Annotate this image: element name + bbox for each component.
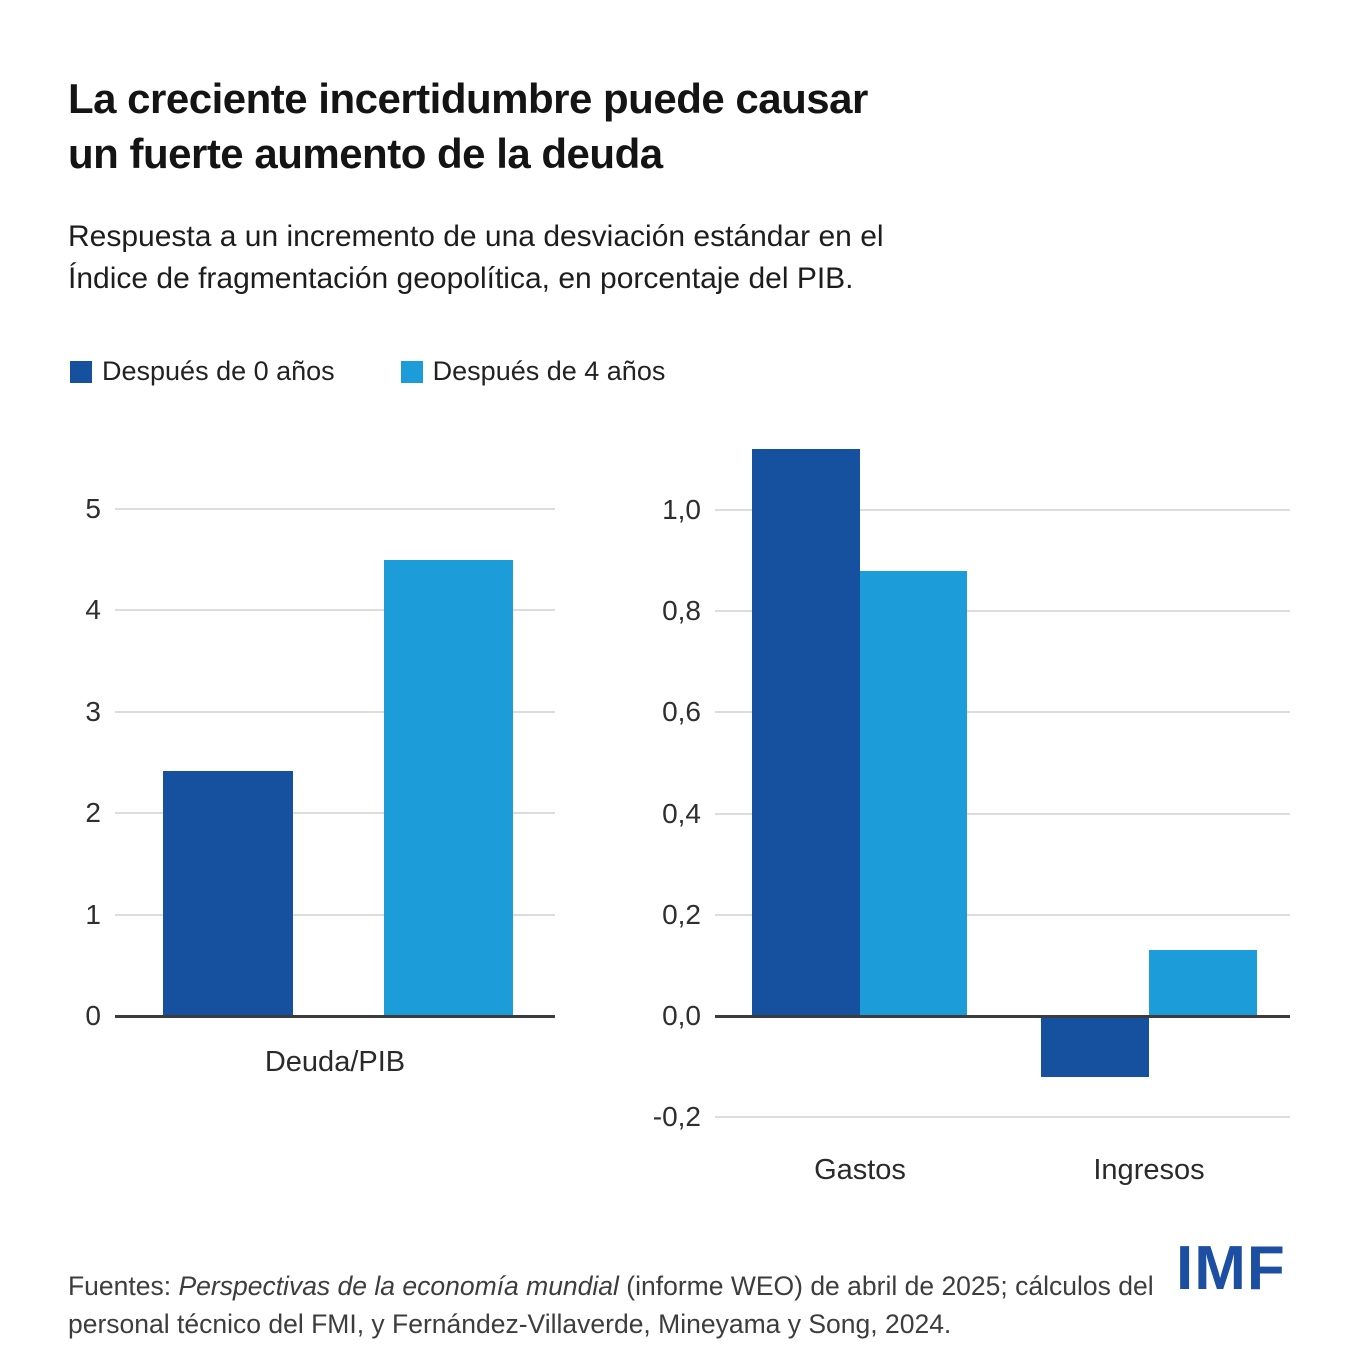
y-gridline	[115, 508, 555, 510]
zero-axis-line	[115, 1015, 555, 1018]
legend-item-after-4-years: Después de 4 años	[400, 356, 666, 387]
source-note-rest: (informe WEO) de abril de 2025; cálculos…	[68, 1270, 1154, 1339]
y-gridline	[115, 609, 555, 612]
bar-despues-4-anos	[860, 570, 967, 1016]
y-tick-label: 4	[85, 594, 101, 626]
y-gridline	[715, 509, 1290, 511]
zero-axis-line	[715, 1015, 1290, 1018]
chart-gastos-ingresos: 1,0 0,8 0,6 0,4 0,2 0,0 -0,2 Gastos Ingresos	[640, 420, 1354, 1200]
bar-despues-0-anos	[163, 770, 293, 1016]
y-gridline	[115, 913, 555, 916]
y-tick-label: 0,4	[662, 797, 701, 829]
source-note-publication: Perspectivas de la economía mundial	[178, 1270, 619, 1301]
y-tick-label: 0,2	[662, 898, 701, 930]
y-tick-label: 1	[85, 898, 101, 930]
y-tick-label: 0,6	[662, 696, 701, 728]
legend-label-after-4-years: Después de 4 años	[432, 356, 666, 386]
page-title-line2: un fuerte aumento de la deuda	[68, 129, 663, 177]
y-gridline	[115, 812, 555, 815]
y-gridline	[115, 710, 555, 713]
category-label: Gastos	[814, 1154, 906, 1186]
y-tick-label: 1,0	[662, 494, 701, 525]
y-gridline	[715, 913, 1290, 916]
y-gridline	[715, 711, 1290, 714]
category-label: Ingresos	[1093, 1154, 1205, 1186]
y-gridline	[715, 812, 1290, 815]
legend-item-after-0-years: Después de 0 años	[70, 356, 335, 387]
chart-subtitle-line1: Respuesta a un incremento de una desviac…	[68, 220, 884, 253]
y-tick-label: -0,2	[652, 1101, 701, 1133]
y-tick-label: 3	[85, 695, 101, 727]
chart-subtitle-line2: Índice de fragmentación geopolítica, en …	[68, 262, 854, 295]
bar-despues-4-anos	[384, 559, 513, 1016]
legend-label-after-0-years: Después de 0 años	[102, 356, 335, 386]
y-tick-label: 0	[85, 1000, 101, 1031]
chart-deuda-pib: 5 4 3 2 1 0 Deuda/PIB	[60, 440, 580, 1120]
source-note: Fuentes: Perspectivas de la economía mun…	[68, 1267, 1163, 1344]
bar-despues-0-anos	[1041, 1016, 1149, 1077]
y-tick-label: 5	[85, 493, 101, 524]
bar-despues-4-anos	[1149, 950, 1257, 1016]
y-gridline	[715, 1116, 1290, 1119]
y-gridline	[715, 610, 1290, 613]
y-tick-label: 2	[85, 797, 101, 829]
legend-swatch-dark-blue	[70, 360, 92, 383]
page-title: La creciente incertidumbre puede causar …	[68, 72, 868, 181]
page-title-line1: La creciente incertidumbre puede causar	[68, 75, 868, 123]
legend-swatch-light-blue	[400, 360, 423, 383]
bar-despues-0-anos	[752, 449, 860, 1016]
chart-legend: Después de 0 años Después de 4 años	[70, 356, 665, 387]
category-label: Deuda/PIB	[264, 1046, 406, 1078]
source-note-prefix: Fuentes:	[68, 1270, 179, 1301]
y-tick-label: 0,0	[662, 1000, 701, 1031]
chart-subtitle: Respuesta a un incremento de una desviac…	[68, 216, 884, 300]
y-tick-label: 0,8	[662, 595, 701, 627]
imf-logo: IMF	[1176, 1234, 1286, 1303]
